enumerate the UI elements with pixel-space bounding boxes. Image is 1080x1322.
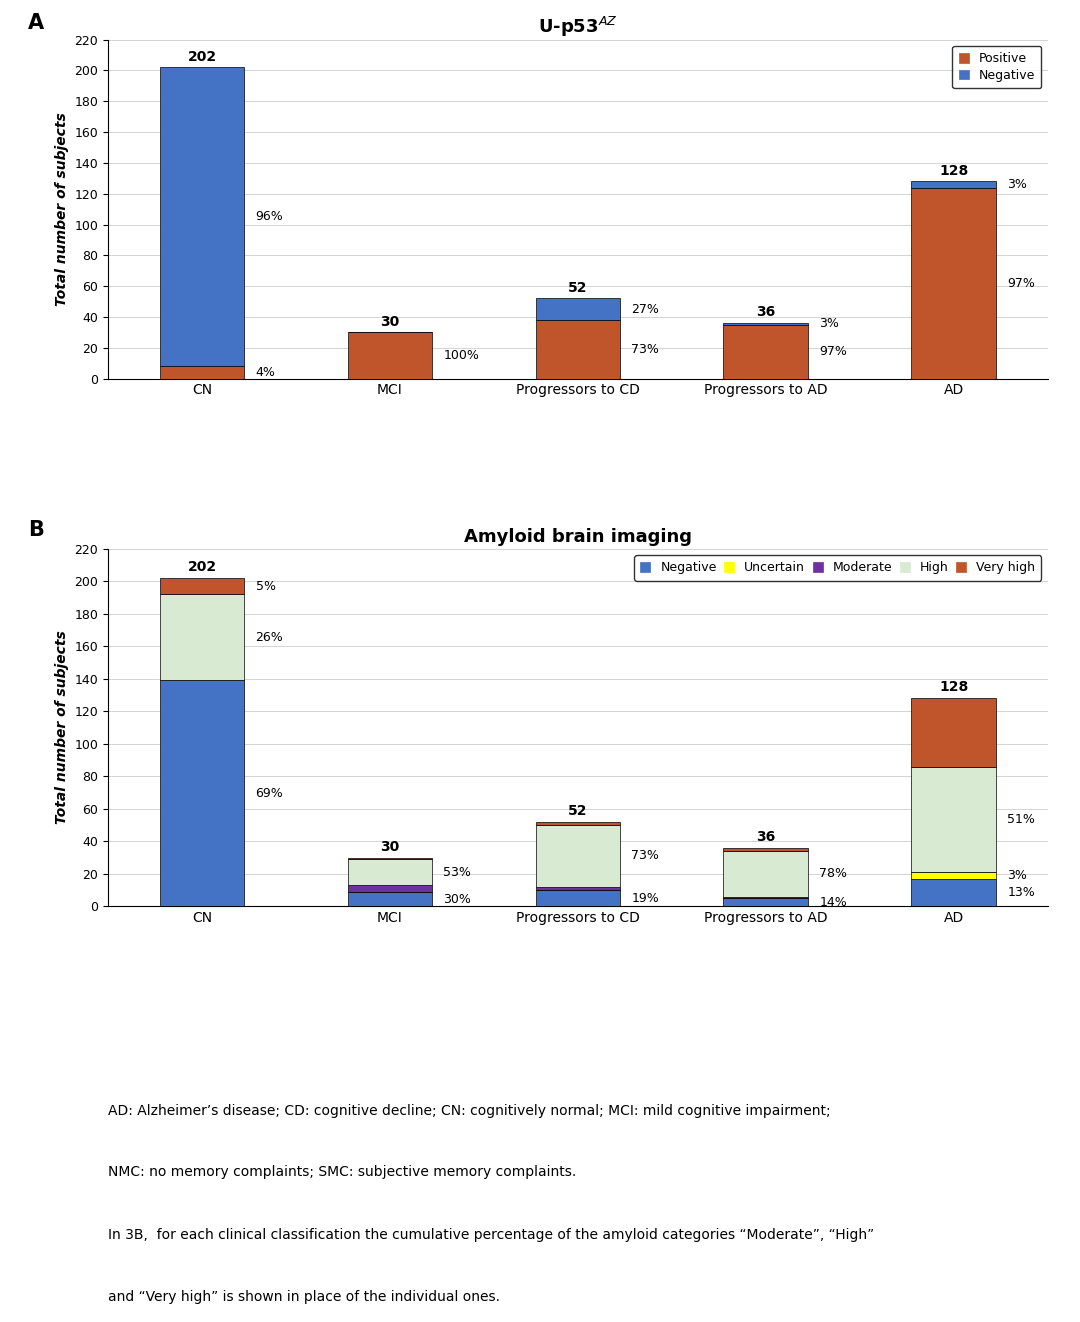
Y-axis label: Total number of subjects: Total number of subjects	[55, 112, 69, 305]
Text: 96%: 96%	[256, 210, 283, 223]
Text: 97%: 97%	[820, 345, 847, 358]
Bar	[912, 879, 996, 907]
Bar	[912, 767, 996, 873]
Bar	[724, 325, 808, 378]
Text: 128: 128	[939, 164, 969, 177]
Title: Amyloid brain imaging: Amyloid brain imaging	[463, 527, 692, 546]
Text: A: A	[28, 12, 44, 33]
Bar	[724, 851, 808, 896]
Bar	[536, 890, 620, 907]
Bar	[160, 366, 244, 378]
Bar	[348, 886, 432, 892]
Text: 30: 30	[380, 315, 400, 329]
Text: 52: 52	[568, 280, 588, 295]
Text: 3%: 3%	[820, 317, 839, 330]
Bar	[348, 332, 432, 378]
Bar	[160, 578, 244, 595]
Bar	[724, 323, 808, 325]
Text: 51%: 51%	[1008, 813, 1035, 826]
Text: 4%: 4%	[256, 366, 275, 379]
Text: 128: 128	[939, 681, 969, 694]
Bar	[912, 181, 996, 188]
Text: 26%: 26%	[256, 631, 283, 644]
Text: 3%: 3%	[1008, 178, 1027, 190]
Legend: Negative, Uncertain, Moderate, High, Very high: Negative, Uncertain, Moderate, High, Ver…	[634, 555, 1041, 580]
Text: 19%: 19%	[632, 892, 659, 904]
Text: NMC: no memory complaints; SMC: subjective memory complaints.: NMC: no memory complaints; SMC: subjecti…	[108, 1165, 577, 1179]
Text: 36: 36	[756, 305, 775, 320]
Bar	[348, 859, 432, 886]
Bar	[348, 858, 432, 859]
Text: 14%: 14%	[820, 896, 847, 908]
Bar	[724, 898, 808, 907]
Bar	[536, 825, 620, 887]
Bar	[724, 847, 808, 851]
Bar	[912, 698, 996, 767]
Text: 3%: 3%	[1008, 869, 1027, 882]
Bar	[160, 595, 244, 681]
Title: U-p53$^{AZ}$: U-p53$^{AZ}$	[538, 15, 618, 38]
Text: AD: Alzheimer’s disease; CD: cognitive decline; CN: cognitively normal; MCI: mil: AD: Alzheimer’s disease; CD: cognitive d…	[108, 1104, 831, 1118]
Bar	[536, 822, 620, 825]
Bar	[912, 873, 996, 879]
Text: B: B	[28, 521, 44, 541]
Bar	[348, 892, 432, 907]
Text: 13%: 13%	[1008, 886, 1035, 899]
Bar	[536, 887, 620, 890]
Text: 30%: 30%	[444, 892, 471, 906]
Text: and “Very high” is shown in place of the individual ones.: and “Very high” is shown in place of the…	[108, 1290, 500, 1305]
Text: 73%: 73%	[632, 850, 659, 862]
Bar	[536, 320, 620, 378]
Text: 5%: 5%	[256, 580, 275, 592]
Bar	[160, 681, 244, 907]
Legend: Positive, Negative: Positive, Negative	[953, 46, 1041, 89]
Text: 202: 202	[188, 49, 216, 63]
Text: 30: 30	[380, 839, 400, 854]
Text: 73%: 73%	[632, 342, 659, 356]
Text: In 3B,  for each clinical classification the cumulative percentage of the amyloi: In 3B, for each clinical classification …	[108, 1228, 874, 1241]
Text: 97%: 97%	[1008, 276, 1035, 290]
Text: 78%: 78%	[820, 867, 848, 880]
Bar	[536, 299, 620, 320]
Text: 52: 52	[568, 804, 588, 818]
Bar	[912, 188, 996, 378]
Y-axis label: Total number of subjects: Total number of subjects	[55, 631, 69, 825]
Text: 69%: 69%	[256, 787, 283, 800]
Bar	[724, 896, 808, 898]
Text: 202: 202	[188, 561, 216, 574]
Text: 27%: 27%	[632, 303, 659, 316]
Text: 100%: 100%	[444, 349, 480, 362]
Text: 53%: 53%	[444, 866, 471, 879]
Text: 36: 36	[756, 830, 775, 843]
Bar	[160, 67, 244, 366]
